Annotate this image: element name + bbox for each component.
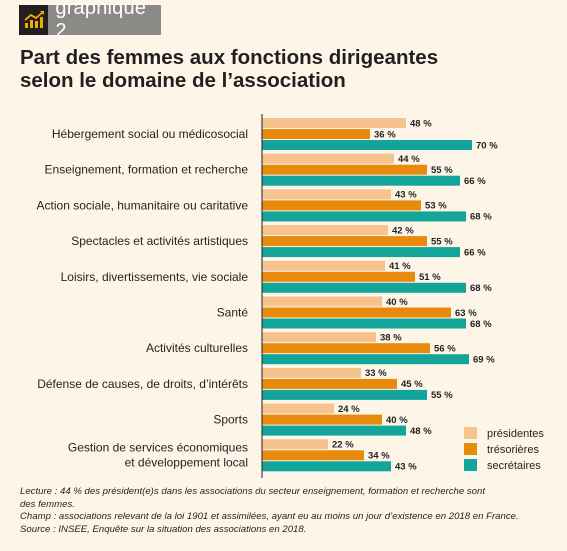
data-label: 66 % (464, 247, 486, 258)
data-label: 36 % (374, 129, 396, 140)
trend-up-icon (19, 5, 49, 35)
category-label-line: et développement local (125, 455, 248, 469)
bar-tresorieres (262, 343, 430, 354)
data-label: 22 % (332, 440, 354, 451)
data-label: 42 % (392, 225, 414, 236)
chart-title: Part des femmes aux fonctions dirigeante… (20, 46, 520, 92)
data-label: 45 % (401, 379, 423, 390)
chart-title-line-1: Part des femmes aux fonctions dirigeante… (20, 46, 439, 69)
legend-swatch (464, 427, 477, 439)
bar-tresorieres (262, 236, 427, 247)
category-label: Défense de causes, de droits, d’intérêts (37, 377, 248, 391)
legend-swatch (464, 443, 477, 455)
bar-secretaires (262, 354, 469, 365)
bar-secretaires (262, 282, 466, 293)
category-label: Sports (213, 413, 248, 427)
bar-tresorieres (262, 378, 397, 389)
data-label: 55 % (431, 390, 453, 401)
category-label: Loisirs, divertissements, vie sociale (61, 270, 249, 284)
bar-secretaires (262, 318, 466, 329)
legend-swatch (464, 459, 477, 471)
bar-presidentes (262, 153, 394, 164)
bar-presidentes (262, 189, 391, 200)
bar-secretaires (262, 175, 460, 186)
bar-presidentes (262, 439, 328, 450)
bar-tresorieres (262, 414, 382, 425)
category-label: Hébergement social ou médicosocial (52, 127, 248, 141)
bar-presidentes (262, 367, 361, 378)
bar-secretaires (262, 425, 406, 436)
bar-tresorieres (262, 129, 370, 139)
data-label: 41 % (389, 261, 411, 272)
category-label: Spectacles et activités artistiques (71, 234, 248, 248)
data-label: 34 % (368, 451, 390, 462)
data-label: 68 % (470, 212, 492, 223)
chart-badge: graphique 2 (19, 0, 161, 42)
data-label: 66 % (464, 176, 486, 187)
data-label: 40 % (386, 415, 408, 426)
data-label: 44 % (398, 154, 420, 165)
bar-secretaires (262, 461, 391, 472)
data-label: 48 % (410, 118, 432, 129)
bar-presidentes (262, 118, 406, 128)
footer-line-4: Source : INSEE, Enquête sur la situation… (20, 523, 307, 535)
chart-footer: Lecture : 44 % des président(e)s dans le… (20, 486, 550, 536)
data-label: 70 % (476, 140, 498, 151)
bar-presidentes (262, 260, 385, 271)
chart-title-line-2: selon le domaine de l’association (20, 69, 346, 92)
data-label: 43 % (395, 190, 417, 201)
bar-secretaires (262, 389, 427, 400)
data-label: 55 % (431, 236, 453, 247)
bar-tresorieres (262, 164, 427, 175)
legend-label: trésorières (487, 444, 539, 456)
data-label: 38 % (380, 333, 402, 344)
bar-presidentes (262, 296, 382, 307)
legend-label: présidentes (487, 428, 544, 440)
data-label: 24 % (338, 404, 360, 415)
bar-secretaires (262, 140, 472, 150)
data-label: 68 % (470, 319, 492, 330)
data-label: 69 % (473, 355, 495, 366)
data-label: 63 % (455, 308, 477, 319)
category-label: Action sociale, humanitaire ou caritativ… (37, 198, 249, 212)
legend-label: secrétaires (487, 460, 541, 472)
bar-secretaires (262, 247, 460, 258)
bar-secretaires (262, 211, 466, 222)
data-label: 51 % (419, 272, 441, 283)
data-label: 55 % (431, 165, 453, 176)
bar-tresorieres (262, 307, 451, 318)
category-label: Activités culturelles (146, 341, 248, 355)
bar-tresorieres (262, 450, 364, 461)
footer-line-2: des femmes. (20, 498, 75, 510)
bar-presidentes (262, 332, 376, 343)
bar-presidentes (262, 403, 334, 414)
data-label: 48 % (410, 426, 432, 437)
bar-tresorieres (262, 200, 421, 211)
data-label: 40 % (386, 297, 408, 308)
data-label: 53 % (425, 201, 447, 212)
category-label: Santé (217, 306, 249, 320)
data-label: 33 % (365, 368, 387, 379)
footer-line-1: Lecture : 44 % des président(e)s dans le… (20, 486, 486, 497)
category-label-line: Gestion de services économiques (68, 440, 248, 454)
category-label: Gestion de services économiques et dévelo… (68, 440, 248, 469)
bar-presidentes (262, 225, 388, 236)
footer-line-3: Champ : associations relevant de la loi … (20, 511, 519, 522)
data-label: 56 % (434, 344, 456, 355)
bar-tresorieres (262, 271, 415, 282)
category-label: Enseignement, formation et recherche (45, 163, 249, 177)
data-label: 43 % (395, 462, 417, 473)
badge-label: graphique 2 (55, 0, 147, 42)
data-label: 68 % (470, 283, 492, 294)
